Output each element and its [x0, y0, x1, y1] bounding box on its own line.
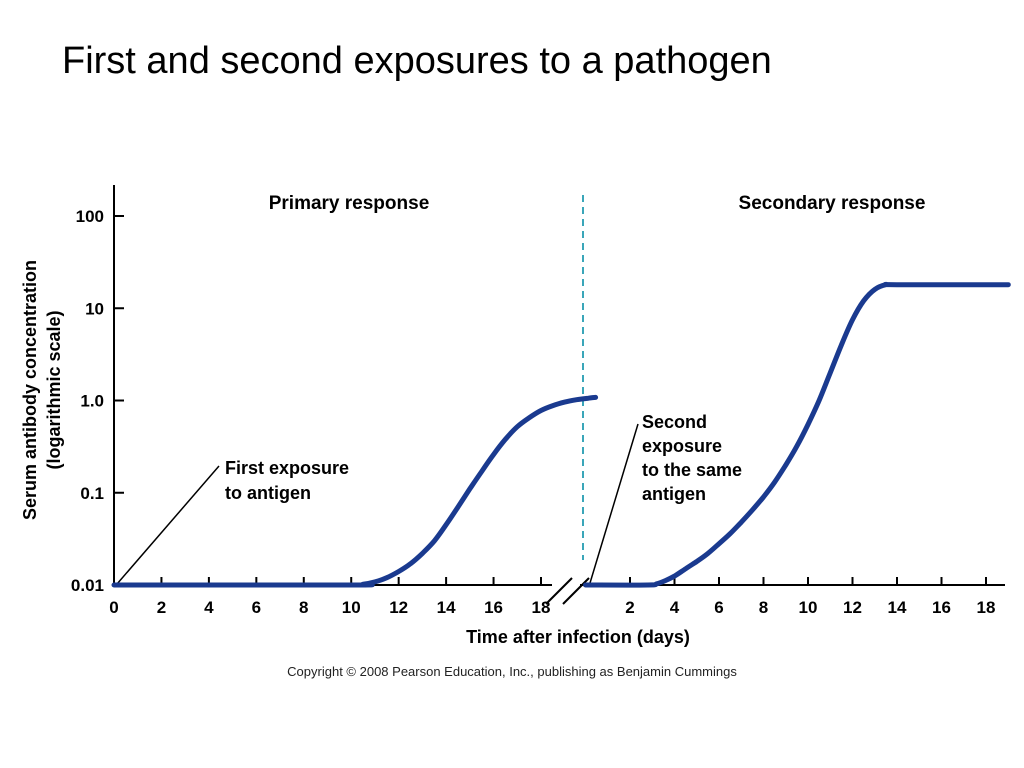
x-tick-label: 6 — [714, 598, 723, 617]
x-tick-label: 2 — [157, 598, 166, 617]
labels-group: 100 10 1.0 0.1 0.01 0 2 4 6 8 10 12 14 16 18 2 4 6 8 10 12 14… — [20, 193, 995, 647]
panel-title-secondary: Secondary response — [739, 193, 926, 214]
y-tick-label: 100 — [76, 207, 104, 226]
annotation-second-exposure: to the same — [642, 460, 742, 480]
x-tick-label: 4 — [204, 598, 214, 617]
x-tick-label: 18 — [977, 598, 996, 617]
y-axis-label-scale: (logarithmic scale) — [44, 310, 64, 469]
secondary-response-curve — [583, 281, 1011, 588]
y-tick-label: 10 — [85, 299, 104, 318]
primary-response-curve — [111, 394, 599, 588]
x-tick-label: 8 — [299, 598, 308, 617]
x-tick-label: 2 — [625, 598, 634, 617]
x-tick-label: 4 — [670, 598, 680, 617]
axis-break-mark — [545, 577, 573, 605]
x-tick-label: 14 — [888, 598, 907, 617]
marks-group — [111, 281, 1011, 588]
annotation-first-exposure: First exposure — [225, 458, 349, 478]
copyright-notice: Copyright © 2008 Pearson Education, Inc.… — [287, 664, 737, 679]
x-tick-label: 6 — [252, 598, 261, 617]
x-tick-label: 12 — [389, 598, 408, 617]
panel-title-primary: Primary response — [269, 193, 430, 214]
x-tick-label: 10 — [799, 598, 818, 617]
annotation-leader-line — [116, 465, 220, 585]
x-tick-label: 0 — [109, 598, 118, 617]
x-tick-label: 10 — [342, 598, 361, 617]
y-tick-label: 1.0 — [80, 392, 104, 411]
x-tick-label: 12 — [843, 598, 862, 617]
annotation-second-exposure: exposure — [642, 436, 722, 456]
y-tick-label: 0.1 — [80, 484, 104, 503]
annotation-first-exposure: to antigen — [225, 483, 311, 503]
annotation-second-exposure: Second — [642, 412, 707, 432]
axes-group — [113, 185, 1005, 605]
axis-break-mark — [562, 577, 590, 605]
y-tick-label: 0.01 — [71, 576, 104, 595]
annotation-leader-line — [589, 423, 639, 584]
x-tick-label: 14 — [437, 598, 456, 617]
x-tick-label: 16 — [932, 598, 951, 617]
x-axis-label: Time after infection (days) — [466, 627, 690, 647]
annotation-second-exposure: antigen — [642, 484, 706, 504]
page-title: First and second exposures to a pathogen — [62, 40, 772, 82]
x-tick-label: 18 — [532, 598, 551, 617]
y-axis-label: Serum antibody concentration — [20, 260, 40, 520]
x-tick-label: 16 — [484, 598, 503, 617]
x-tick-label: 8 — [759, 598, 768, 617]
